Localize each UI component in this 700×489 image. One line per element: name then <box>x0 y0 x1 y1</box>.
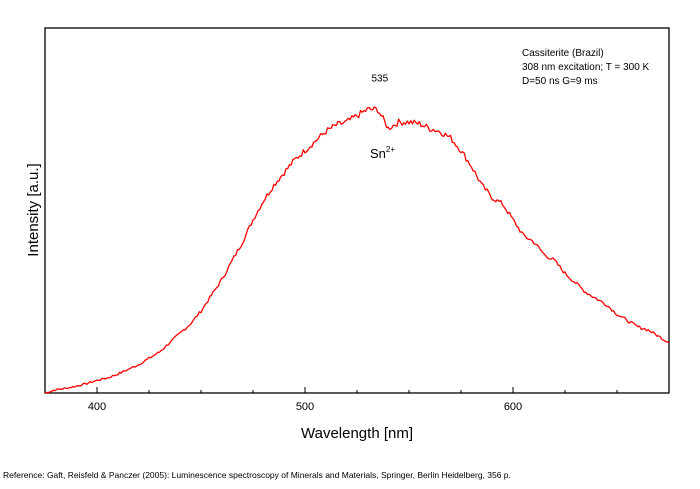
x-axis-label: Wavelength [nm] <box>301 425 413 442</box>
species-base: Sn <box>370 146 386 161</box>
x-axis-ticks: 400 500 600 <box>44 387 670 413</box>
info-line-3: D=50 ns G=9 ms <box>522 76 598 87</box>
x-tick-label: 400 <box>88 401 106 413</box>
species-label: Sn2+ <box>370 145 395 161</box>
y-axis-label: Intensity [a.u.] <box>25 163 42 256</box>
spectrum-line <box>44 106 670 394</box>
info-line-1: Cassiterite (Brazil) <box>522 48 604 59</box>
peak-wavelength-label: 535 <box>371 74 388 85</box>
x-tick-label: 600 <box>504 401 522 413</box>
x-tick-label: 500 <box>296 401 314 413</box>
info-line-2: 308 nm excitation; T = 300 K <box>522 62 650 73</box>
species-superscript: 2+ <box>386 145 395 154</box>
reference-note: Reference: Gaft, Reisfeld & Panczer (200… <box>3 470 511 480</box>
